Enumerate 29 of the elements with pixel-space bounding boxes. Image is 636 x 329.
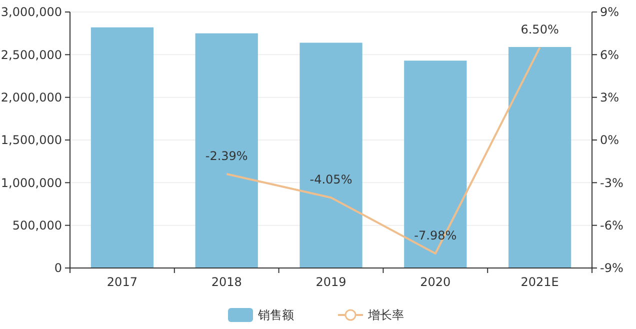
y2-tick-label: -9% bbox=[600, 261, 624, 276]
y-tick-label: 0 bbox=[54, 261, 62, 276]
y2-tick-label: -3% bbox=[600, 176, 624, 190]
y2-tick-label: 0% bbox=[600, 133, 620, 148]
bar bbox=[90, 27, 154, 268]
y-tick-label: 2,000,000 bbox=[0, 90, 62, 105]
data-label: 6.50% bbox=[520, 22, 559, 37]
y-tick-label: 1,500,000 bbox=[0, 133, 62, 148]
legend-label: 增长率 bbox=[367, 308, 404, 322]
x-tick-label: 2021E bbox=[520, 275, 559, 289]
y-tick-label: 3,000,000 bbox=[0, 5, 62, 20]
y2-tick-label: 9% bbox=[600, 5, 620, 20]
y-tick-label: 2,500,000 bbox=[0, 48, 62, 62]
x-tick-label: 2018 bbox=[211, 275, 242, 289]
legend-label: 销售额 bbox=[257, 308, 294, 322]
y-tick-label: 1,000,000 bbox=[0, 176, 62, 190]
bar bbox=[508, 46, 572, 268]
data-label: -2.39% bbox=[205, 148, 248, 163]
x-tick-label: 2019 bbox=[316, 275, 346, 289]
data-label: -4.05% bbox=[310, 172, 352, 187]
y2-tick-label: 6% bbox=[600, 48, 620, 62]
y-tick-label: 500,000 bbox=[12, 218, 62, 233]
x-tick-label: 2020 bbox=[420, 275, 451, 289]
y2-tick-label: 3% bbox=[600, 90, 620, 105]
y2-tick-label: -6% bbox=[600, 218, 624, 233]
bar bbox=[300, 42, 362, 268]
bar bbox=[404, 60, 467, 268]
x-tick-label: 2017 bbox=[106, 275, 138, 289]
bar bbox=[195, 33, 258, 268]
